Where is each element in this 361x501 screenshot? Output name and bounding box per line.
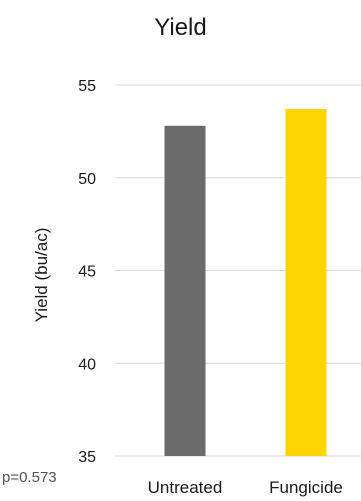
bar-fungicide <box>285 109 327 457</box>
y-tick-label: 40 <box>78 356 96 373</box>
chart-title: Yield <box>154 14 207 41</box>
x-tick-label: Untreated <box>148 478 223 497</box>
y-tick-label: 45 <box>78 264 96 281</box>
y-tick-label: 55 <box>78 78 96 95</box>
x-tick-label: Fungicide <box>269 478 343 497</box>
y-tick-label: 35 <box>78 449 96 466</box>
y-tick-label: 50 <box>78 171 96 188</box>
p-value-annotation: p=0.573 <box>2 469 57 486</box>
bar-untreated <box>164 125 206 456</box>
